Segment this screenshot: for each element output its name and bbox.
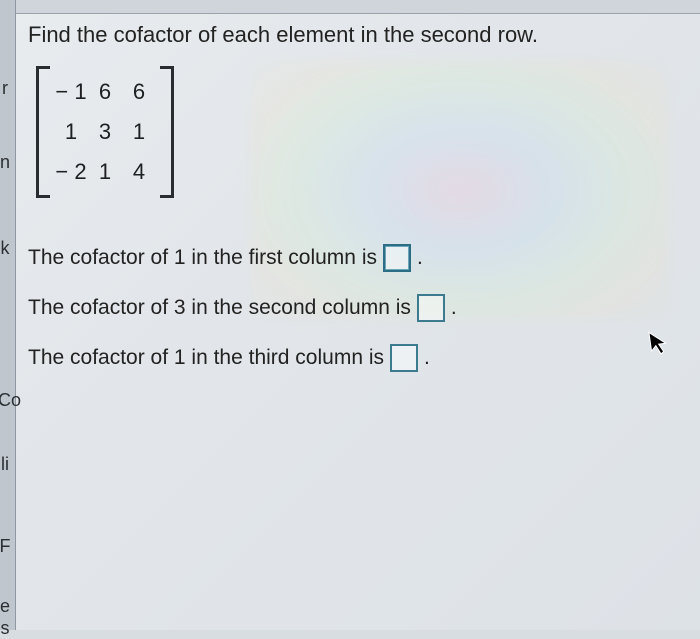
- screenshot-frame: rnkColiFes Find the cofactor of each ele…: [0, 0, 700, 630]
- matrix-grid: − 166131− 214: [54, 72, 156, 192]
- cofactor-statement: The cofactor of 1 in the first column is…: [28, 244, 688, 272]
- statement-period: .: [424, 346, 430, 370]
- sidebar-fragment: Co: [0, 390, 12, 411]
- matrix-cell: − 2: [54, 152, 88, 192]
- sidebar-fragment: n: [0, 152, 12, 173]
- statement-period: .: [451, 296, 457, 320]
- sidebar-fragment: k: [0, 238, 12, 259]
- matrix-cell: 1: [122, 112, 156, 152]
- sidebar-fragment: s: [0, 618, 12, 639]
- matrix-left-bracket: [36, 66, 50, 198]
- cofactor-statement: The cofactor of 1 in the third column is…: [28, 344, 688, 372]
- question-prompt: Find the cofactor of each element in the…: [28, 22, 688, 48]
- question-panel: Find the cofactor of each element in the…: [28, 22, 688, 394]
- matrix-cell: 6: [88, 72, 122, 112]
- answer-input-box[interactable]: [383, 244, 411, 272]
- cofactor-statement: The cofactor of 3 in the second column i…: [28, 294, 688, 322]
- sidebar-fragment: r: [0, 78, 12, 99]
- statement-period: .: [417, 246, 423, 270]
- statement-text: The cofactor of 1 in the third column is: [28, 346, 384, 370]
- matrix-cell: 4: [122, 152, 156, 192]
- statement-text: The cofactor of 3 in the second column i…: [28, 296, 411, 320]
- matrix-cell: 1: [88, 152, 122, 192]
- answer-input-box[interactable]: [417, 294, 445, 322]
- matrix-cell: 3: [88, 112, 122, 152]
- matrix-cell: 6: [122, 72, 156, 112]
- sidebar-fragment: li: [0, 454, 12, 475]
- sidebar-fragment: e: [0, 596, 12, 617]
- matrix-display: − 166131− 214: [36, 66, 174, 198]
- matrix-right-bracket: [160, 66, 174, 198]
- answer-input-box[interactable]: [390, 344, 418, 372]
- matrix-cell: 1: [54, 112, 88, 152]
- matrix-cell: − 1: [54, 72, 88, 112]
- window-top-edge: [16, 0, 700, 14]
- statement-text: The cofactor of 1 in the first column is: [28, 246, 377, 270]
- sidebar-fragment: F: [0, 536, 12, 557]
- statements-list: The cofactor of 1 in the first column is…: [28, 244, 688, 372]
